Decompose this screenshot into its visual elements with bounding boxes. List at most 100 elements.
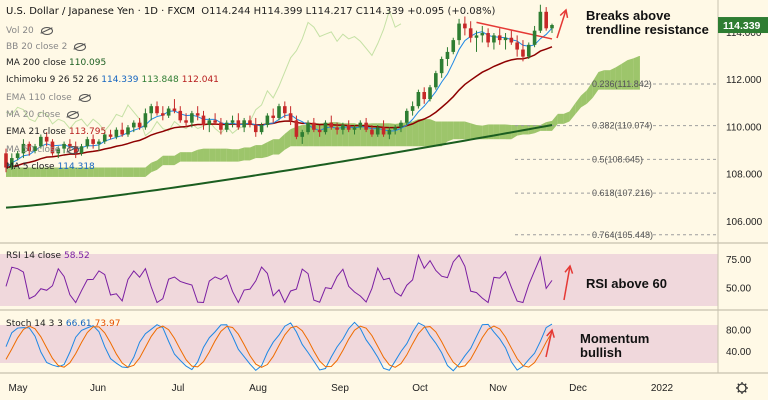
cloud-segment xyxy=(29,167,36,177)
symbol-title: U.S. Dollar / Japanese Yen · 1D · FXCM xyxy=(6,6,196,17)
legend-ema110[interactable]: EMA 110 close xyxy=(6,93,94,103)
settings-gear-icon[interactable] xyxy=(736,382,748,394)
candle-body xyxy=(294,120,299,137)
candle-body xyxy=(434,73,438,88)
annotation-breakout: Breaks above trendline resistance xyxy=(586,8,709,37)
cloud-segment xyxy=(174,152,181,166)
stoch-panel xyxy=(5,321,553,372)
hidden-eye-icon[interactable] xyxy=(67,110,80,119)
cloud-segment xyxy=(64,167,70,177)
cloud-segment xyxy=(255,145,262,159)
legend-ma200[interactable]: MA 200 close 110.095 xyxy=(6,58,109,68)
legend-ichimoku-v2: 113.848 xyxy=(141,75,179,85)
hidden-eye-icon[interactable] xyxy=(67,145,80,154)
hidden-eye-icon[interactable] xyxy=(40,26,53,35)
cloud-segment xyxy=(273,139,279,155)
stoch-tick: 40.00 xyxy=(726,347,751,358)
legend-ma5[interactable]: MA 5 close 114.318 xyxy=(6,162,98,172)
candle-body xyxy=(143,113,148,128)
cloud-segment xyxy=(598,70,605,90)
legend-ma5-value: 114.318 xyxy=(57,162,95,172)
candle-body xyxy=(161,113,165,116)
cloud-segment xyxy=(122,167,128,177)
candle-body xyxy=(224,122,229,130)
candle-body xyxy=(271,115,275,118)
fib-label: 0.5(108.645) xyxy=(592,154,643,164)
hidden-eye-icon[interactable] xyxy=(78,93,91,102)
time-tick: Jul xyxy=(172,383,185,394)
legend-ema21[interactable]: EMA 21 close 113.795 xyxy=(6,127,109,137)
candle-body xyxy=(68,143,72,147)
candle-body xyxy=(97,141,101,144)
candle-body xyxy=(265,115,270,126)
candle-body xyxy=(463,23,467,29)
legend-ma200-value: 110.095 xyxy=(69,58,107,68)
candle-body xyxy=(166,108,171,116)
candle-body xyxy=(39,136,43,147)
cloud-segment xyxy=(191,149,198,162)
cloud-segment xyxy=(435,121,442,147)
ema21-line xyxy=(5,46,553,169)
header-line: U.S. Dollar / Japanese Yen · 1D · FXCM O… xyxy=(6,6,498,17)
candle-body xyxy=(416,92,421,107)
legend-rsi[interactable]: RSI 14 close 58.52 xyxy=(6,251,93,261)
annotation-arrows xyxy=(545,8,574,358)
candle-body xyxy=(195,113,200,116)
cloud-segment xyxy=(552,113,558,131)
cloud-segment xyxy=(58,167,65,177)
time-tick: Jun xyxy=(90,383,106,394)
cloud-segment xyxy=(389,123,396,147)
legend-ichimoku[interactable]: Ichimoku 9 26 52 26 114.339 113.848 112.041 xyxy=(6,75,222,85)
candle-body xyxy=(497,35,502,41)
rsi-arrow xyxy=(563,265,571,301)
cloud-segment xyxy=(244,147,250,161)
cloud-segment xyxy=(581,90,587,108)
cloud-segment xyxy=(476,125,483,140)
candle-body xyxy=(207,120,212,126)
candle-body xyxy=(85,139,90,147)
cloud-segment xyxy=(400,122,407,147)
cloud-segment xyxy=(87,167,94,177)
cloud-segment xyxy=(116,167,123,177)
cloud-segment xyxy=(493,124,500,140)
candle-body xyxy=(21,143,26,154)
candle-body xyxy=(468,28,473,38)
legend-vol[interactable]: Vol 20 xyxy=(6,26,56,36)
rsi-tick: 50.00 xyxy=(726,284,751,295)
candle-body xyxy=(503,37,508,41)
time-tick: 2022 xyxy=(651,383,674,394)
legend-ma50[interactable]: MA 50 close xyxy=(6,145,82,155)
ichimoku-cloud xyxy=(6,56,640,177)
candle-body xyxy=(155,106,159,114)
candle-body xyxy=(300,132,305,137)
candle-body xyxy=(91,139,95,144)
fib-label: 0.382(110.074) xyxy=(592,121,652,131)
cloud-segment xyxy=(186,152,192,162)
candle-body xyxy=(509,37,514,43)
candle-body xyxy=(364,122,368,130)
legend-ma20[interactable]: MA 20 close xyxy=(6,110,82,120)
candle-body xyxy=(428,87,432,100)
candle-body xyxy=(137,122,142,128)
hidden-eye-icon[interactable] xyxy=(74,42,87,51)
cloud-segment xyxy=(145,162,152,177)
cloud-segment xyxy=(232,149,239,162)
legend-stoch[interactable]: Stoch 14 3 3 66.61 73.97 xyxy=(6,319,123,329)
cloud-segment xyxy=(441,121,448,147)
candle-body xyxy=(184,120,188,123)
candle-body xyxy=(149,106,154,114)
cloud-segment xyxy=(98,167,105,177)
candle-body xyxy=(56,148,61,154)
momentum-arrow xyxy=(545,329,553,358)
cloud-segment xyxy=(75,167,82,177)
cloud-segment xyxy=(261,142,268,159)
legend-bb-label: BB 20 close 2 xyxy=(6,42,68,52)
legend-ma50-label: MA 50 close xyxy=(6,145,61,155)
fib-label: 0.236(111.842) xyxy=(592,79,652,89)
cloud-segment xyxy=(464,121,471,140)
candle-body xyxy=(288,113,293,121)
cloud-segment xyxy=(127,167,134,177)
legend-rsi-label: RSI 14 close xyxy=(6,251,61,261)
legend-bb[interactable]: BB 20 close 2 xyxy=(6,42,89,52)
